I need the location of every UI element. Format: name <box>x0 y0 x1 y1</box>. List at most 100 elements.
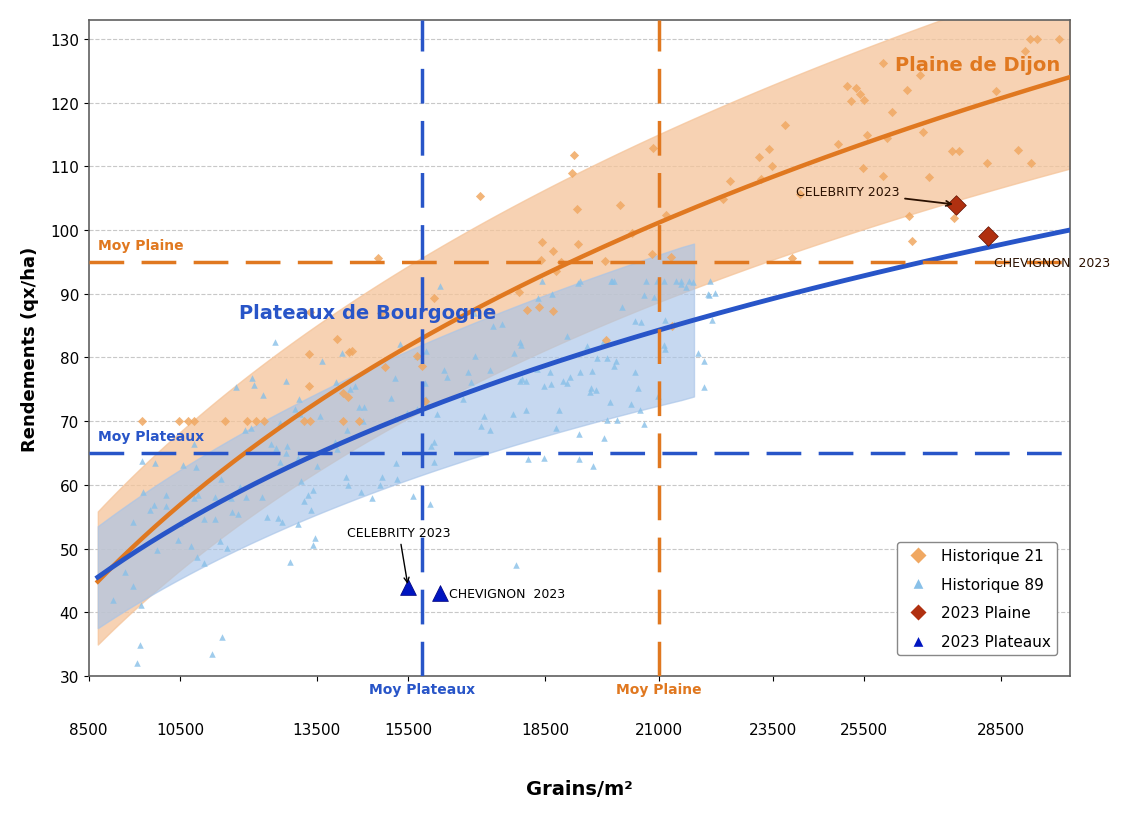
Point <box>706 287 724 301</box>
Point <box>387 456 405 469</box>
Point <box>431 587 449 600</box>
Point <box>195 513 213 526</box>
Point <box>695 355 713 369</box>
Point <box>346 380 364 393</box>
Point <box>550 405 568 418</box>
Point <box>945 212 964 225</box>
Point <box>505 346 523 360</box>
Point <box>257 511 276 524</box>
Point <box>517 404 535 417</box>
Point <box>581 386 599 399</box>
Point <box>680 275 698 288</box>
Point <box>398 407 416 420</box>
Y-axis label: Rendements (qx/ha): Rendements (qx/ha) <box>21 246 39 451</box>
Point <box>874 57 892 70</box>
Point <box>179 415 197 428</box>
Point <box>462 376 481 389</box>
Point <box>425 455 443 468</box>
Point <box>308 460 326 473</box>
Point <box>557 330 575 343</box>
Point <box>104 594 122 607</box>
Point <box>128 657 146 670</box>
Point <box>133 415 151 428</box>
Point <box>605 275 623 288</box>
Point <box>528 292 547 305</box>
Point <box>721 175 739 188</box>
Point <box>434 364 452 378</box>
Point <box>531 301 549 314</box>
Point <box>568 278 587 291</box>
Point <box>327 377 345 390</box>
Point <box>311 410 329 423</box>
Text: CELEBRITY 2023: CELEBRITY 2023 <box>347 526 451 583</box>
Point <box>187 461 205 474</box>
Point <box>289 451 308 464</box>
Point <box>185 492 203 505</box>
Point <box>542 378 560 391</box>
Point <box>413 360 432 373</box>
Point <box>371 307 390 320</box>
Point <box>301 415 319 428</box>
Point <box>637 275 655 288</box>
Point <box>371 479 390 492</box>
Point <box>408 350 426 363</box>
Point <box>293 475 311 488</box>
Point <box>947 199 965 212</box>
Point <box>713 193 731 206</box>
Point <box>254 415 272 428</box>
Point <box>749 152 768 165</box>
Point <box>533 275 551 288</box>
Point <box>223 505 241 518</box>
Point <box>847 82 866 95</box>
Point <box>570 453 588 466</box>
Point <box>386 372 404 385</box>
Point <box>237 415 255 428</box>
Point <box>978 157 997 170</box>
Point <box>268 442 286 455</box>
Point <box>663 320 681 333</box>
Point <box>133 486 151 499</box>
Text: Moy Plaine: Moy Plaine <box>616 682 702 696</box>
Point <box>533 237 551 250</box>
Point <box>631 405 649 418</box>
Point <box>655 314 673 327</box>
Point <box>420 498 439 511</box>
Point <box>350 400 368 414</box>
Point <box>141 504 159 517</box>
Point <box>792 188 810 201</box>
Point <box>593 336 612 349</box>
Point <box>571 428 589 441</box>
Point <box>507 559 525 572</box>
Point <box>301 306 319 319</box>
Point <box>343 345 361 358</box>
Point <box>1027 34 1046 47</box>
Point <box>532 255 550 268</box>
Point <box>188 551 206 564</box>
Point <box>598 351 616 364</box>
Point <box>278 441 296 454</box>
Point <box>408 403 426 416</box>
Point <box>335 415 353 428</box>
Point <box>645 142 663 155</box>
Point <box>568 238 587 251</box>
Point <box>425 292 443 305</box>
Point <box>517 304 535 317</box>
Point <box>858 129 876 142</box>
Point <box>513 373 531 386</box>
Point <box>328 443 346 456</box>
Point <box>305 532 323 545</box>
Text: CHEVIGNON  2023: CHEVIGNON 2023 <box>449 587 565 600</box>
Point <box>842 96 860 109</box>
Point <box>665 318 683 331</box>
Point <box>875 170 893 183</box>
Point <box>672 275 690 288</box>
Point <box>855 94 874 107</box>
Point <box>582 365 600 378</box>
Point <box>339 391 358 405</box>
Point <box>212 473 230 486</box>
Point <box>883 106 901 120</box>
Point <box>838 80 857 93</box>
Point <box>853 163 871 176</box>
Point <box>473 420 491 433</box>
Point <box>300 348 318 361</box>
